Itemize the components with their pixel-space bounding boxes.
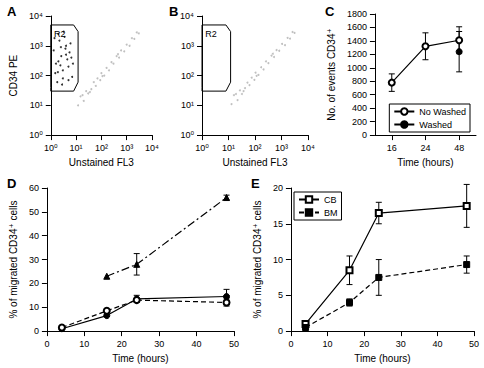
- svg-text:D: D: [7, 176, 16, 191]
- svg-text:20: 20: [359, 339, 369, 349]
- svg-text:50: 50: [469, 339, 479, 349]
- svg-text:24: 24: [420, 143, 430, 153]
- svg-text:Unstained FL3: Unstained FL3: [69, 157, 134, 168]
- svg-text:CD34 PE: CD34 PE: [8, 54, 19, 96]
- svg-text:10²: 10²: [30, 71, 43, 81]
- svg-text:Washed: Washed: [419, 120, 452, 130]
- svg-text:0: 0: [288, 339, 293, 349]
- svg-text:400: 400: [352, 103, 367, 113]
- svg-text:15: 15: [273, 219, 283, 229]
- svg-text:10⁴: 10⁴: [180, 11, 194, 21]
- svg-text:10⁴: 10⁴: [145, 143, 159, 153]
- svg-text:800: 800: [352, 76, 367, 86]
- svg-text:20: 20: [117, 339, 127, 349]
- svg-text:B: B: [169, 4, 178, 19]
- svg-text:BM: BM: [324, 208, 338, 218]
- svg-text:50: 50: [229, 339, 239, 349]
- svg-text:10²: 10²: [181, 71, 194, 81]
- svg-text:0: 0: [362, 130, 367, 140]
- svg-text:10: 10: [79, 339, 89, 349]
- svg-text:Time (hours): Time (hours): [397, 157, 453, 168]
- svg-text:0: 0: [34, 326, 39, 336]
- svg-text:40: 40: [29, 231, 39, 241]
- svg-text:No. of events CD34⁺: No. of events CD34⁺: [326, 28, 337, 121]
- svg-text:10³: 10³: [181, 41, 194, 51]
- svg-text:1200: 1200: [347, 49, 367, 59]
- svg-text:10¹: 10¹: [181, 100, 194, 110]
- svg-text:50: 50: [29, 207, 39, 217]
- svg-text:10: 10: [29, 302, 39, 312]
- svg-text:10²: 10²: [248, 143, 261, 153]
- svg-text:10¹: 10¹: [70, 143, 83, 153]
- svg-text:16: 16: [387, 143, 397, 153]
- svg-text:A: A: [7, 4, 17, 19]
- svg-text:Unstained FL3: Unstained FL3: [222, 157, 287, 168]
- svg-text:10⁴: 10⁴: [29, 11, 43, 21]
- svg-text:10: 10: [323, 339, 333, 349]
- svg-text:Time (hours): Time (hours): [354, 353, 410, 364]
- svg-text:% of migrated CD34⁺ cells: % of migrated CD34⁺ cells: [8, 200, 19, 318]
- svg-text:10¹: 10¹: [222, 143, 235, 153]
- svg-text:1000: 1000: [347, 63, 367, 73]
- svg-text:R2: R2: [205, 29, 217, 39]
- svg-text:1600: 1600: [347, 22, 367, 32]
- svg-text:5: 5: [278, 290, 283, 300]
- svg-text:10⁰: 10⁰: [195, 143, 209, 153]
- svg-text:20: 20: [273, 183, 283, 193]
- svg-text:10⁰: 10⁰: [44, 143, 58, 153]
- svg-text:C: C: [325, 4, 335, 19]
- svg-text:20: 20: [29, 278, 39, 288]
- svg-text:10³: 10³: [30, 41, 43, 51]
- svg-text:R2: R2: [54, 29, 66, 39]
- svg-text:Time (hours): Time (hours): [112, 353, 168, 364]
- svg-text:40: 40: [432, 339, 442, 349]
- svg-text:10⁰: 10⁰: [29, 130, 43, 140]
- svg-text:1800: 1800: [347, 9, 367, 19]
- svg-text:10¹: 10¹: [30, 100, 43, 110]
- svg-text:10²: 10²: [95, 143, 108, 153]
- svg-text:10³: 10³: [275, 143, 288, 153]
- svg-text:0: 0: [278, 326, 283, 336]
- svg-text:30: 30: [154, 339, 164, 349]
- svg-text:200: 200: [352, 117, 367, 127]
- svg-text:10⁰: 10⁰: [180, 130, 194, 140]
- svg-text:E: E: [251, 176, 260, 191]
- svg-text:48: 48: [454, 143, 464, 153]
- svg-text:40: 40: [192, 339, 202, 349]
- svg-text:60: 60: [29, 183, 39, 193]
- svg-text:No Washed: No Washed: [419, 107, 466, 117]
- svg-text:1400: 1400: [347, 36, 367, 46]
- svg-text:30: 30: [396, 339, 406, 349]
- svg-text:600: 600: [352, 90, 367, 100]
- svg-text:10⁴: 10⁴: [301, 143, 315, 153]
- svg-text:% of migrated CD34⁺ cells: % of migrated CD34⁺ cells: [252, 200, 263, 318]
- svg-text:10: 10: [273, 255, 283, 265]
- svg-text:0: 0: [44, 339, 49, 349]
- svg-text:30: 30: [29, 255, 39, 265]
- svg-text:CB: CB: [324, 195, 337, 205]
- svg-text:10³: 10³: [120, 143, 133, 153]
